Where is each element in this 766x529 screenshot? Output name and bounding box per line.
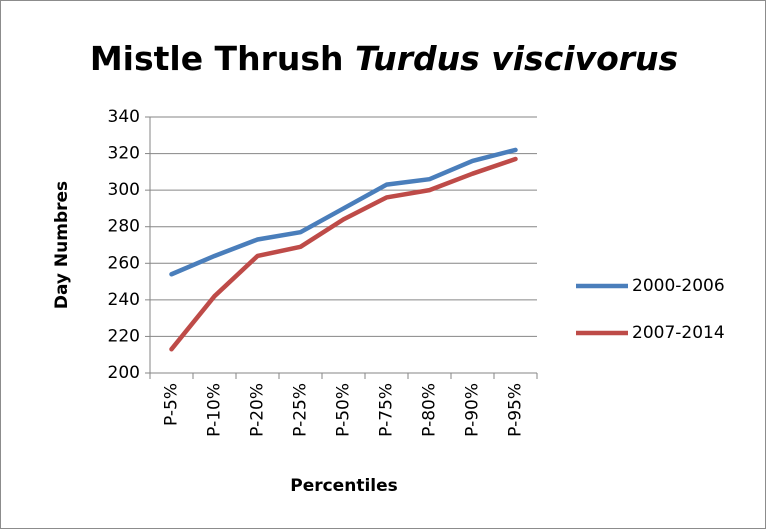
x-axis-label: Percentiles: [290, 476, 398, 496]
x-tick-label: P-5%: [162, 383, 182, 426]
x-tick-label: P-75%: [377, 383, 397, 437]
x-tick-label: P-90%: [463, 383, 483, 437]
y-tick-label: 220: [108, 326, 140, 346]
series-line: [169, 156, 518, 352]
legend-label: 2007-2014: [632, 323, 725, 343]
y-tick-label: 340: [108, 107, 140, 127]
x-tick-label: P-25%: [291, 383, 311, 437]
y-tick-label: 320: [108, 144, 140, 164]
series-line: [169, 147, 518, 277]
x-tick-label: P-95%: [506, 383, 526, 437]
title-species: Turdus viscivorus: [355, 39, 678, 78]
y-tick-label: 300: [108, 180, 140, 200]
y-tick-label: 260: [108, 253, 140, 273]
y-tick-label: 280: [108, 217, 140, 237]
x-tick-label: P-80%: [420, 383, 440, 437]
x-tick-label: P-50%: [334, 383, 354, 437]
x-tick-label: P-20%: [248, 383, 268, 437]
chart-title: Mistle Thrush Turdus viscivorus: [90, 39, 678, 78]
y-tick-label: 240: [108, 290, 140, 310]
x-tick-label: P-10%: [205, 383, 225, 437]
y-tick-label: 200: [108, 363, 140, 383]
legend-label: 2000-2006: [632, 276, 725, 296]
y-axis-label: Day Numbres: [52, 181, 72, 309]
title-main: Mistle Thrush: [90, 39, 344, 78]
